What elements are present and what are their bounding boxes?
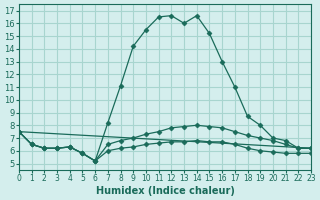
X-axis label: Humidex (Indice chaleur): Humidex (Indice chaleur) xyxy=(96,186,235,196)
